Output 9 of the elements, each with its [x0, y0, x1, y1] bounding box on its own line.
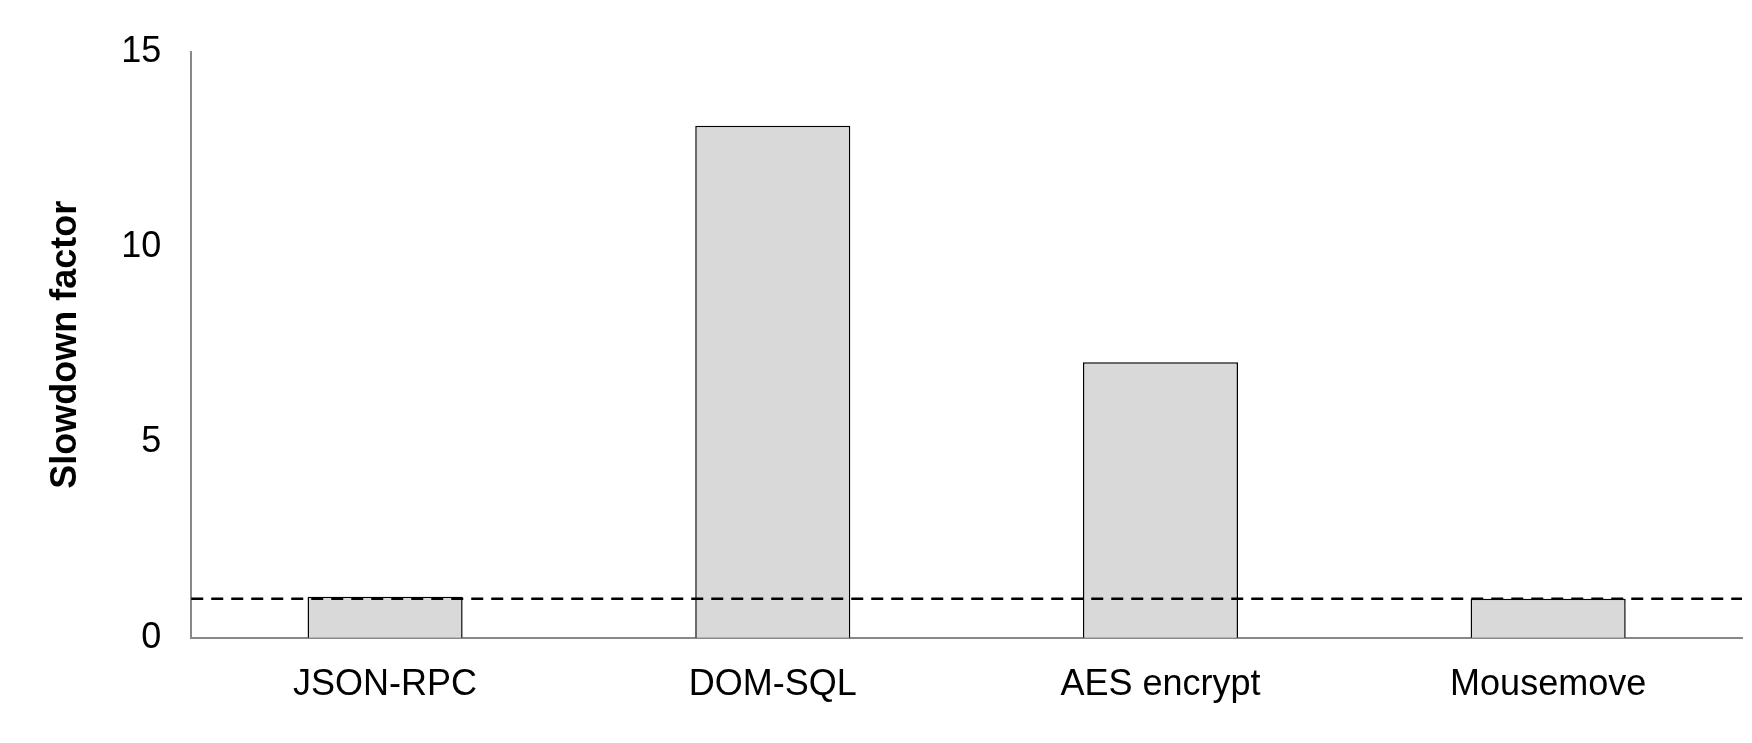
y-tick-label: 15	[121, 28, 162, 70]
y-tick-label: 5	[141, 419, 162, 461]
x-tick-label: DOM-SQL	[688, 662, 857, 704]
y-axis-title: Slowdown factor	[42, 200, 84, 489]
x-tick-label: Mousemove	[1450, 662, 1647, 704]
y-tick-label: 0	[141, 614, 162, 656]
x-tick-label: AES encrypt	[1060, 662, 1261, 704]
y-tick-label: 10	[121, 223, 162, 265]
x-tick-label: JSON-RPC	[293, 662, 478, 704]
